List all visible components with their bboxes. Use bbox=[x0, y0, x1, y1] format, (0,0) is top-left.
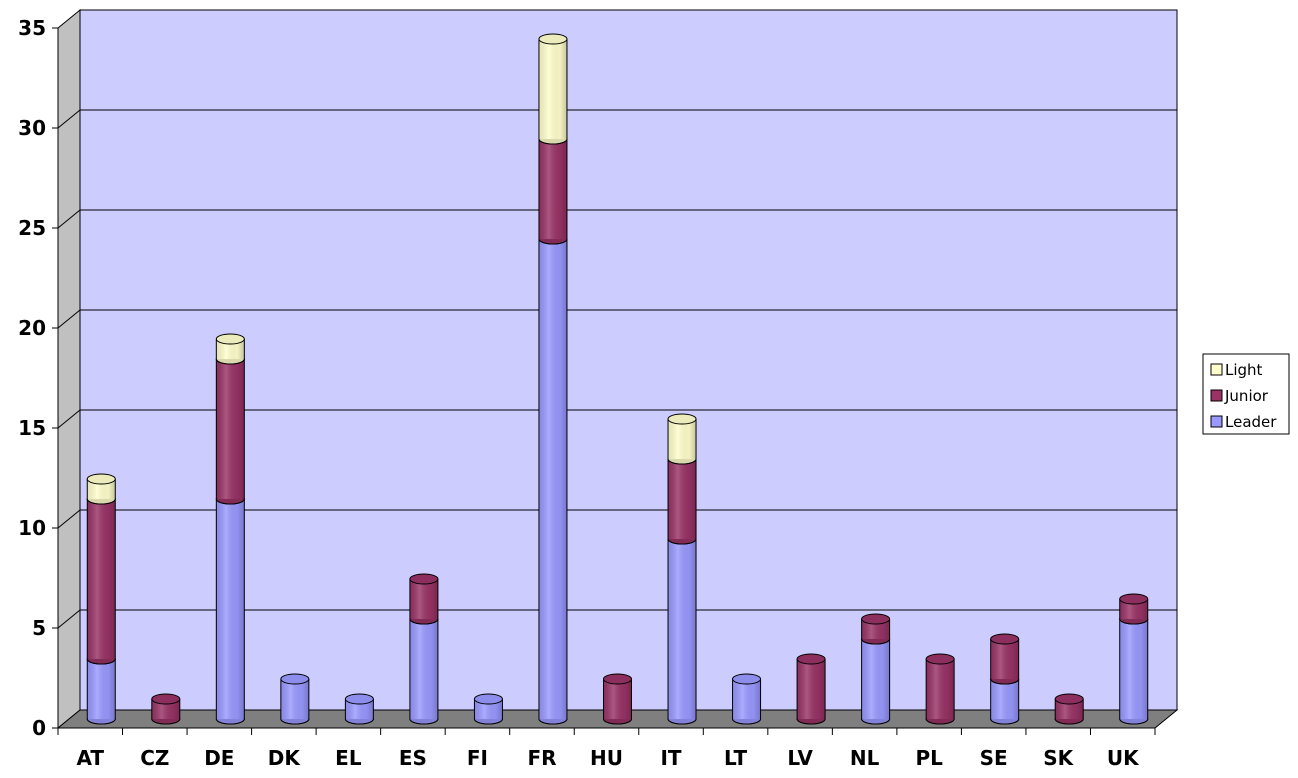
bar-leader-dk bbox=[280, 673, 310, 725]
y-tick-label: 0 bbox=[32, 716, 46, 740]
bar-leader-nl bbox=[861, 638, 891, 725]
bar-leader-de bbox=[215, 498, 245, 725]
bar-light-at bbox=[86, 473, 116, 505]
bar-junior-fr bbox=[538, 138, 568, 245]
x-tick-label: ES bbox=[399, 746, 427, 770]
x-tick-label: CZ bbox=[140, 746, 169, 770]
bar-junior-at bbox=[86, 498, 116, 665]
bar-junior-pl bbox=[925, 653, 955, 725]
legend-swatch-light bbox=[1210, 363, 1223, 376]
legend-label-light: Light bbox=[1225, 361, 1263, 379]
y-tick-label: 15 bbox=[18, 416, 46, 440]
gridline-side bbox=[57, 609, 81, 629]
x-tick-label: UK bbox=[1107, 746, 1140, 770]
x-tick-label: DE bbox=[204, 746, 234, 770]
bar-leader-it bbox=[667, 538, 697, 725]
bar-junior-es bbox=[409, 573, 439, 625]
legend-label-leader: Leader bbox=[1225, 413, 1277, 431]
x-tick-label: NL bbox=[850, 746, 880, 770]
x-tick-label: FI bbox=[467, 746, 488, 770]
bar-junior-lv bbox=[796, 653, 826, 725]
bar-light-fr bbox=[538, 33, 568, 145]
x-tick-label: FR bbox=[527, 746, 556, 770]
bar-leader-lt bbox=[732, 673, 762, 725]
x-tick-label: PL bbox=[915, 746, 943, 770]
x-tick-label: SE bbox=[980, 746, 1008, 770]
bar-leader-se bbox=[990, 678, 1020, 725]
y-tick-label: 25 bbox=[18, 216, 46, 240]
bar-junior-cz bbox=[151, 693, 181, 725]
bar-junior-uk bbox=[1119, 593, 1149, 625]
bar-junior-it bbox=[667, 458, 697, 545]
bar-light-it bbox=[667, 413, 697, 465]
bar-junior-sk bbox=[1054, 693, 1084, 725]
y-tick-label: 35 bbox=[18, 16, 46, 40]
x-tick-label: IT bbox=[660, 746, 681, 770]
legend-swatch-leader bbox=[1210, 415, 1223, 428]
x-tick-label: EL bbox=[335, 746, 362, 770]
x-tick-label: HU bbox=[590, 746, 623, 770]
bar-leader-fr bbox=[538, 238, 568, 725]
x-tick-label: AT bbox=[76, 746, 104, 770]
legend-label-junior: Junior bbox=[1224, 387, 1269, 405]
y-tick-label: 5 bbox=[32, 616, 46, 640]
bar-leader-es bbox=[409, 618, 439, 725]
bar-light-de bbox=[215, 333, 245, 365]
plot-side-wall bbox=[57, 8, 81, 730]
plot-back-wall bbox=[79, 9, 1178, 711]
bar-leader-uk bbox=[1119, 618, 1149, 725]
y-tick-label: 30 bbox=[18, 116, 46, 140]
gridline-side bbox=[57, 409, 81, 429]
x-tick-label: DK bbox=[268, 746, 302, 770]
x-tick-label: SK bbox=[1043, 746, 1074, 770]
gridline-side bbox=[57, 109, 81, 129]
bar-junior-hu bbox=[603, 673, 632, 725]
bar-leader-fi bbox=[473, 693, 503, 725]
bar-junior-de bbox=[215, 358, 245, 505]
bar-leader-el bbox=[344, 693, 374, 725]
y-tick-label: 20 bbox=[18, 316, 46, 340]
gridline-side bbox=[57, 509, 81, 529]
bar-junior-nl bbox=[861, 613, 891, 645]
gridline-side bbox=[57, 309, 81, 329]
gridline-side bbox=[57, 209, 81, 229]
x-tick-label: LT bbox=[724, 746, 747, 770]
legend-swatch-junior bbox=[1210, 389, 1223, 402]
bar-leader-at bbox=[86, 658, 116, 725]
x-tick-label: LV bbox=[787, 746, 813, 770]
y-tick-label: 10 bbox=[18, 516, 46, 540]
bar-junior-se bbox=[990, 633, 1020, 685]
